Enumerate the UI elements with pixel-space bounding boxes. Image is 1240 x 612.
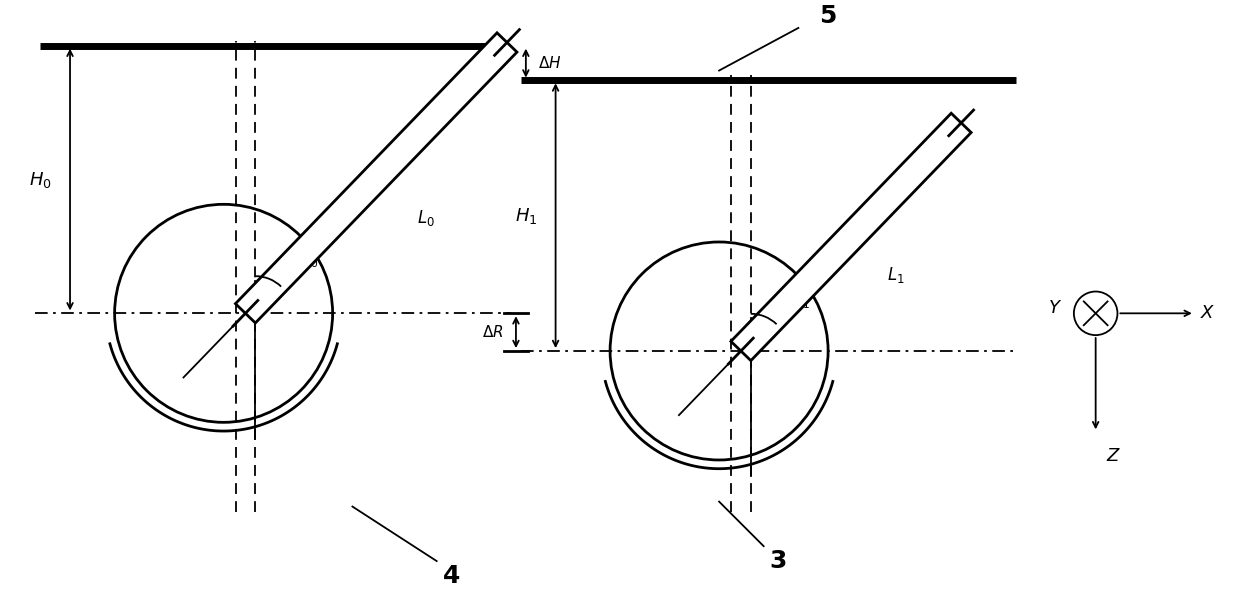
Text: $L_0$: $L_0$ [417,207,435,228]
Text: $Y$: $Y$ [1048,299,1061,318]
Text: $L_1$: $L_1$ [887,264,904,285]
Polygon shape [236,33,517,323]
Polygon shape [730,113,971,360]
Text: $\alpha_1$: $\alpha_1$ [792,296,810,312]
Text: $H_1$: $H_1$ [515,206,537,226]
Text: 3: 3 [770,549,787,573]
Text: $X$: $X$ [1200,304,1215,323]
Text: $H_0$: $H_0$ [29,170,52,190]
Text: 5: 5 [820,4,837,28]
Text: $\alpha_0$: $\alpha_0$ [300,254,319,270]
Text: $\Delta R$: $\Delta R$ [482,324,503,340]
Text: 4: 4 [443,564,460,588]
Text: $Z$: $Z$ [1106,447,1121,465]
Text: $\Delta H$: $\Delta H$ [538,55,562,71]
